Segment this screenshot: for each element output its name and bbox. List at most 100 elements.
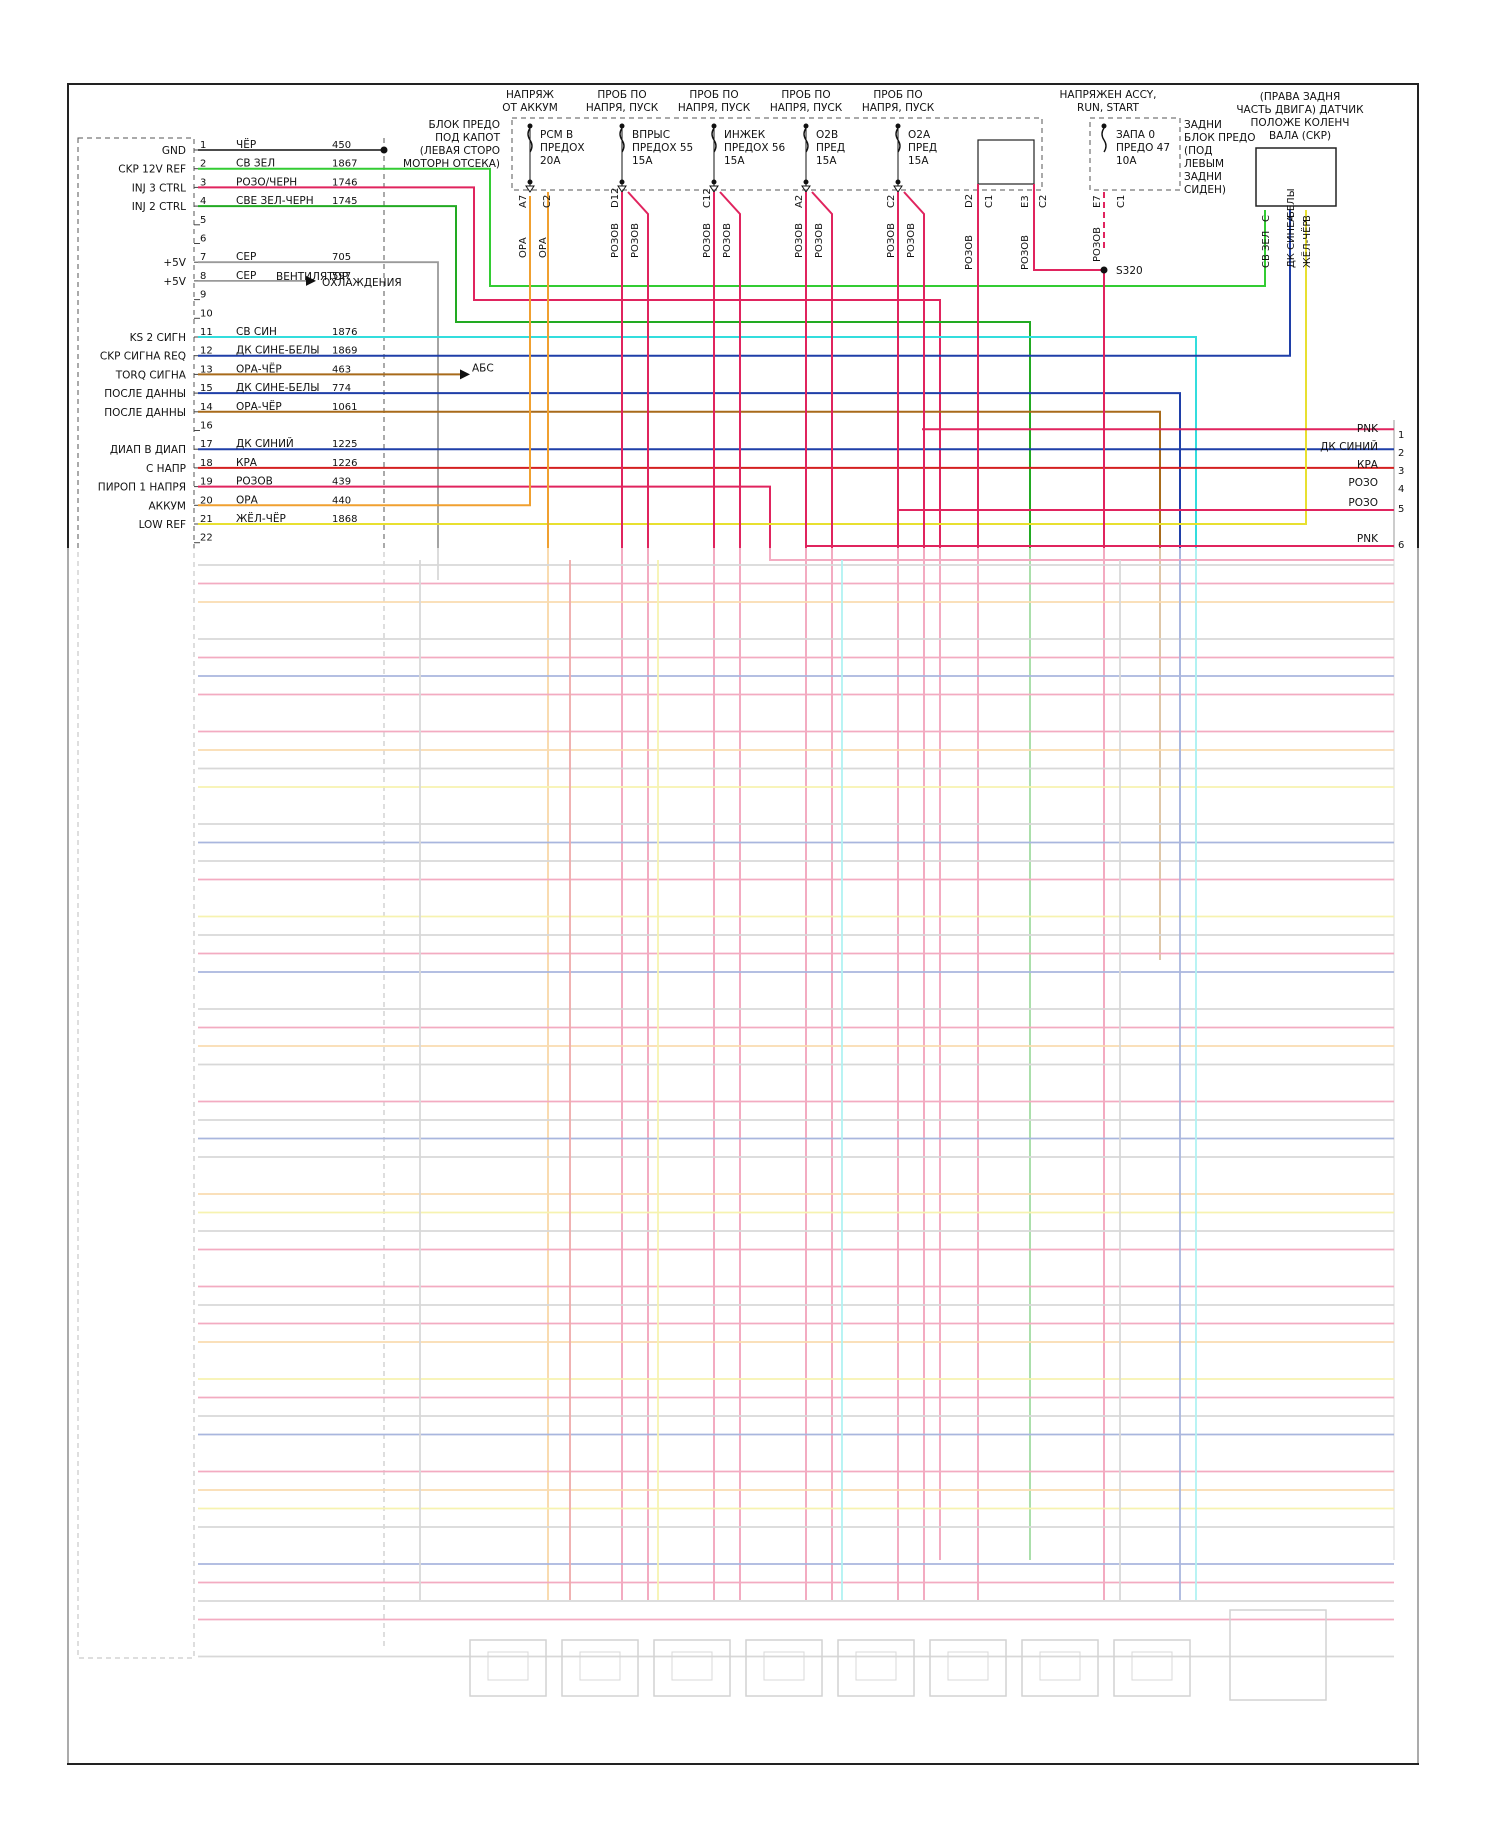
pcm-pin-number: 16 — [200, 421, 213, 432]
fuse-connector — [893, 185, 903, 193]
pcm-pin-label: LOW REF — [139, 519, 186, 531]
right-connector-pin: 6 — [1398, 540, 1404, 551]
right-connector-label: ДК СИНИЙ — [1320, 440, 1378, 453]
fuse-wire-color: ОРА — [518, 237, 529, 258]
fuse-pin: A2 — [794, 195, 805, 208]
rear-fuse-desc: ЗАДНИ — [1184, 119, 1222, 131]
fuse-name: ПРЕД — [816, 142, 845, 154]
fuse-header: ПРОБ ПО — [597, 89, 646, 101]
pcm-pin-number: 1 — [200, 140, 206, 151]
rear-fuse-header: RUN, START — [1077, 102, 1139, 114]
pcm-wire-code: 450 — [332, 140, 351, 151]
pcm-pin-label: АККУМ — [148, 500, 186, 512]
right-connector-pin: 2 — [1398, 448, 1404, 459]
fuse-name: ПРЕД — [908, 142, 937, 154]
abs-label: АБС — [472, 362, 494, 374]
ckp-desc: ЧАСТЬ ДВИГА) ДАТЧИК — [1236, 104, 1364, 116]
pcm-pin-number: 12 — [200, 346, 213, 357]
rear-fuse-name: ЗАПА 0 — [1116, 129, 1155, 141]
ckp-desc: ВАЛА (СКР) — [1269, 130, 1331, 142]
fuse-pin: C2 — [886, 195, 897, 208]
pcm-wire-code: 439 — [332, 477, 351, 488]
right-connector-label: PNK — [1357, 423, 1379, 435]
pcm-wire-code: 597 — [332, 271, 351, 282]
pcm-pin-number: 2 — [200, 159, 206, 170]
fan-label-1: ВЕНТИЛЯТОР — [276, 271, 348, 283]
fuse-block-title: ПОД КАПОТ — [435, 132, 500, 144]
wire-5v-a — [198, 261, 439, 580]
ground-dot — [380, 146, 388, 154]
right-connector-label: PNK — [1357, 533, 1379, 545]
pcm-wire-code: 1876 — [332, 327, 357, 338]
right-connector-label: РОЗО — [1348, 497, 1378, 509]
fuse-connector — [525, 185, 535, 193]
fuse-name: 15A — [632, 155, 653, 167]
pcm-pin-number: 11 — [200, 327, 213, 338]
pcm-wire-color: РОЗОВ — [236, 476, 273, 488]
right-connector-pin: 3 — [1398, 466, 1404, 477]
pcm-wire-color: ДК СИНЕ-БЕЛЫ — [236, 382, 320, 394]
pcm-pin-number: 4 — [200, 196, 206, 207]
arrow-fan — [306, 275, 316, 286]
pcm-pin-label: GND — [162, 145, 186, 157]
pcm-pin-label: ПИРОП 1 НАПРЯ — [98, 482, 186, 494]
right-connector-pin: 4 — [1398, 484, 1404, 495]
underhood-fuse-block — [511, 117, 1043, 191]
fuse-block-title: БЛОК ПРЕДО — [429, 119, 501, 131]
blurred-lower-region — [62, 548, 1422, 1763]
pcm-pin-label: INJ 3 CTRL — [132, 182, 186, 194]
fuse-header: НАПРЯ, ПУСК — [586, 102, 659, 114]
pcm-pin-number: 19 — [200, 477, 213, 488]
right-connector-pin: 1 — [1398, 430, 1404, 441]
pcm-wire-color: СВЕ ЗЕЛ-ЧЕРН — [236, 195, 314, 207]
rear-fuse-name: 10A — [1116, 155, 1137, 167]
fuse-header: ПРОБ ПО — [873, 89, 922, 101]
fuse-icon — [1101, 127, 1107, 153]
wire-bridge-2 — [1033, 184, 1104, 271]
right-connector-label: РОЗО — [1348, 477, 1378, 489]
rear-fuse-desc: (ПОД — [1184, 145, 1212, 157]
fuse-name: 20A — [540, 155, 561, 167]
pcm-pin-label: С НАПР — [146, 463, 186, 475]
pcm-pin-label: ДИАП В ДИАП — [110, 444, 186, 456]
pcm-pin-label: +5V — [163, 257, 186, 269]
splice-dot — [1100, 266, 1108, 274]
fuse-pin: A7 — [518, 195, 529, 208]
fuse-wire-color: РОЗОВ — [702, 223, 713, 258]
pcm-pin-number: 18 — [200, 458, 213, 469]
pcm-wire-code: 1226 — [332, 458, 357, 469]
pcm-wire-code: 774 — [332, 383, 351, 394]
pcm-pin-number: 15 — [200, 383, 213, 394]
right-connector-pin: 5 — [1398, 504, 1404, 515]
wire-right-5 — [897, 486, 1394, 511]
fuse-terminal — [527, 123, 533, 129]
pcm-pin-number: 9 — [200, 290, 206, 301]
fuse-name: ВПРЫС — [632, 129, 670, 141]
arrow-abs — [460, 369, 470, 380]
pcm-wire-code: 1745 — [332, 196, 357, 207]
rear-fuse-desc: ЛЕВЫМ — [1184, 158, 1224, 170]
pcm-pin-number: 13 — [200, 364, 213, 375]
fuse-wire-color: РОЗОВ — [722, 223, 733, 258]
fuse-name: ПРЕДОХ 55 — [632, 142, 693, 154]
pcm-pin-number: 17 — [200, 439, 213, 450]
rear-fuse-block — [1089, 117, 1181, 191]
fan-label-2: ОХЛАЖДЕНИЯ — [322, 277, 402, 289]
pcm-wire-code: 705 — [332, 252, 351, 263]
pcm-wire-color: СЕР — [236, 251, 256, 263]
fuse-bridge — [977, 139, 1035, 185]
bridge-wire: РОЗОВ — [964, 235, 975, 270]
rear-fuse-header: НАПРЯЖЕН ACCY, — [1059, 89, 1156, 101]
bridge-pin: C2 — [1038, 195, 1049, 208]
rear-fuse-name: ПРЕДО 47 — [1116, 142, 1170, 154]
fuse-pin: D12 — [610, 188, 621, 208]
rear-fuse-wire: РОЗОВ — [1092, 227, 1103, 262]
ckp-desc: ПОЛОЖЕ КОЛЕНЧ — [1251, 117, 1350, 129]
fuse-header: ПРОБ ПО — [781, 89, 830, 101]
pcm-pin-label: CKP 12V REF — [118, 164, 186, 176]
pcm-pin-label: CKP СИГНА REQ — [100, 351, 186, 363]
fuse-terminal — [803, 123, 809, 129]
bridge-pin: E3 — [1020, 195, 1031, 208]
pcm-pin-label: INJ 2 CTRL — [132, 201, 186, 213]
